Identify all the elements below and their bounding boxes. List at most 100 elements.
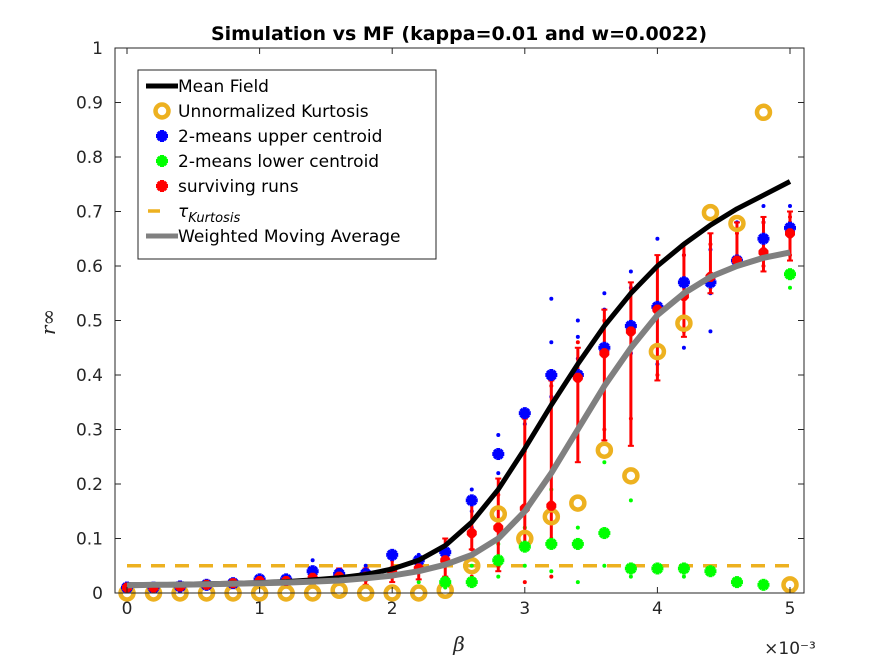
upper-centroid-marker (677, 276, 690, 289)
upper-centroid-marker-d2 (386, 549, 398, 561)
legend-label: Unnormalized Kurtosis (178, 102, 369, 122)
legend-star-swatch-d2 (156, 180, 168, 192)
run-point-lower (416, 580, 421, 585)
legend-label: surviving runs (178, 177, 299, 197)
upper-centroid-marker-d2 (758, 233, 769, 245)
lower-centroid-marker (624, 562, 637, 575)
surviving-run-marker (546, 500, 557, 511)
lower-centroid-marker (492, 554, 505, 567)
kurtosis-marker (595, 441, 614, 459)
run-point-surviving (575, 340, 580, 345)
run-point-lower (496, 574, 501, 579)
run-point-upper (363, 563, 368, 568)
upper-centroid-marker-d2 (466, 494, 478, 506)
run-point-lower (602, 460, 607, 465)
y-tick-label: 1 (92, 39, 103, 59)
surviving-run-marker-d2 (467, 528, 477, 538)
lower-centroid-marker-d2 (439, 576, 451, 588)
surviving-run-marker-d2 (599, 348, 610, 358)
x-tick-label: 1 (254, 599, 265, 619)
run-point-upper (761, 204, 766, 209)
lower-centroid-marker-d2 (625, 563, 637, 574)
lower-centroid-marker (677, 562, 690, 575)
lower-centroid-marker-d2 (466, 576, 478, 588)
upper-centroid-marker (545, 369, 558, 381)
run-point-lower (628, 498, 633, 503)
y-axis-label: r∞ (36, 309, 60, 335)
surviving-run-marker (572, 372, 583, 383)
kurtosis-marker (622, 467, 640, 485)
y-tick-label: 0.8 (76, 148, 103, 168)
y-tick-label: 0.1 (76, 530, 103, 550)
upper-centroid-marker (518, 407, 531, 420)
curves-layer (126, 179, 792, 589)
legend: Mean Field Unnormalized Kurtosis 2-means u… (137, 69, 437, 260)
x-exponent-label: ×10⁻³ (764, 639, 816, 659)
surviving-run-marker-d2 (732, 255, 742, 266)
lower-centroid-marker (784, 268, 796, 281)
lower-centroid-marker (518, 540, 531, 553)
upper-centroid-marker-d2 (492, 448, 504, 460)
x-tick-label: 5 (785, 599, 796, 619)
run-point-surviving (549, 574, 554, 579)
y-tick-label: 0.2 (76, 475, 103, 495)
upper-centroid-marker-d2 (519, 407, 531, 419)
y-tick-label: 0 (92, 584, 103, 604)
kurtosis-marker (648, 342, 667, 361)
run-point-upper (628, 269, 633, 274)
run-point-lower (602, 563, 607, 568)
lower-centroid-marker-d2 (572, 538, 584, 550)
lower-centroid-marker-d2 (705, 565, 716, 577)
upper-centroid-marker (465, 494, 478, 507)
lower-centroid-marker (571, 537, 584, 550)
weighted-moving-average-line (126, 249, 791, 589)
upper-centroid-marker (386, 548, 399, 561)
lower-centroid-marker (757, 578, 770, 591)
axes-layer: 0 1 2 3 4 5 0 0.1 0.2 0.3 0.4 0.5 0.6 0.7 0.8 0.9 1 (76, 39, 804, 619)
run-point-lower (575, 525, 580, 530)
x-tick-label: 0 (122, 599, 133, 619)
lower-centroid-marker-d2 (731, 576, 743, 588)
x-tick-label: 3 (519, 599, 530, 619)
lower-centroid-marker (545, 537, 558, 550)
surviving-run-marker (466, 528, 477, 539)
y-tick-label: 0.9 (76, 94, 103, 114)
run-point-upper (575, 318, 580, 323)
x-axis-label: β (452, 632, 465, 656)
legend-label: 2-means lower centroid (178, 152, 379, 172)
run-point-lower (628, 574, 633, 579)
run-point-upper (496, 432, 501, 437)
lower-centroid-marker-d2 (519, 541, 531, 553)
legend-label: 2-means upper centroid (178, 127, 382, 147)
run-point-upper (602, 291, 607, 296)
legend-circle-swatch (153, 102, 171, 120)
lower-centroid-marker-d2 (758, 579, 769, 591)
kurtosis-marker (701, 203, 720, 222)
upper-centroid-marker (757, 232, 770, 245)
legend-label-subscript: Kurtosis (188, 211, 240, 226)
y-tick-label: 0.7 (76, 203, 103, 223)
run-point-lower (788, 285, 792, 290)
run-point-surviving (522, 580, 527, 585)
run-point-upper (708, 329, 713, 334)
lower-centroid-marker-d2 (784, 268, 796, 280)
x-tick-label: 2 (387, 599, 398, 619)
x-tick-label: 4 (652, 599, 663, 619)
lower-centroid-marker (598, 527, 611, 540)
chart-title: Simulation vs MF (kappa=0.01 and w=0.002… (211, 23, 707, 45)
legend-label: Mean Field (178, 77, 269, 97)
y-tick-label: 0.3 (76, 421, 103, 441)
upper-centroid-marker (492, 448, 505, 461)
surviving-run-marker-d2 (652, 304, 663, 315)
y-tick-label: 0.4 (76, 366, 103, 386)
kurtosis-marker (569, 494, 587, 512)
legend-star-swatch (156, 155, 168, 167)
legend-star-swatch (156, 130, 168, 142)
run-point-upper (681, 345, 686, 350)
lower-centroid-marker-d2 (492, 554, 504, 566)
legend-star-swatch-d2 (156, 130, 168, 142)
surviving-run-marker-d2 (546, 501, 557, 511)
upper-centroid-marker-d2 (678, 276, 690, 288)
surviving-run-marker-d2 (573, 372, 583, 383)
